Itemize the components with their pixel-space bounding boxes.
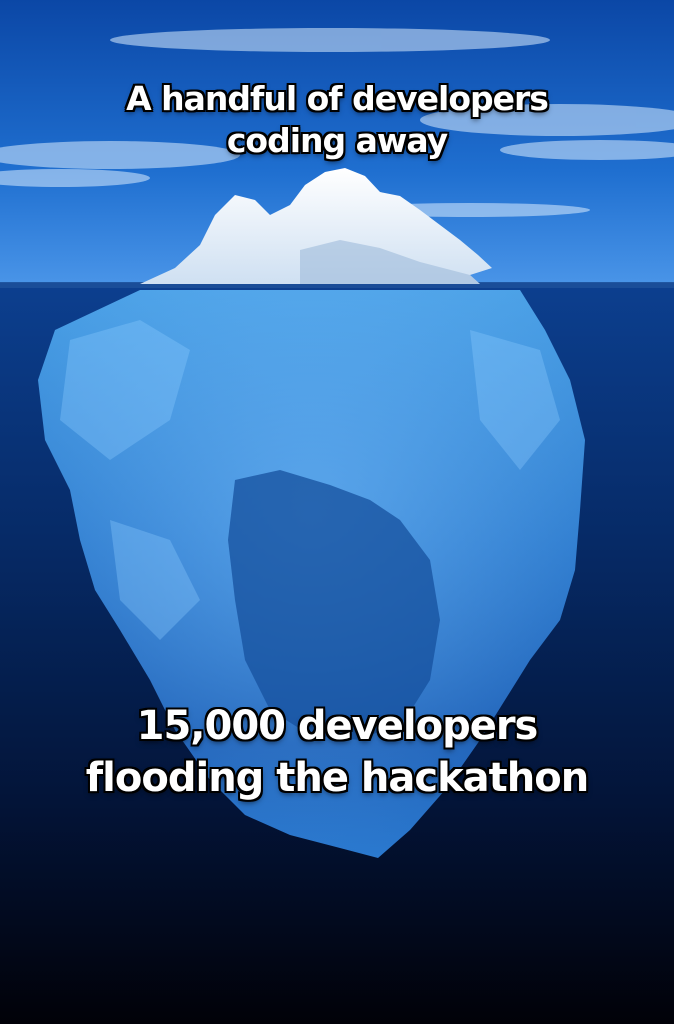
top-caption-line-1: A handful of developers	[0, 78, 674, 120]
bottom-caption-line-2: flooding the hackathon	[0, 752, 674, 804]
bottom-caption: 15,000 developers flooding the hackathon	[0, 700, 674, 804]
top-caption: A handful of developers coding away	[0, 78, 674, 162]
top-caption-line-2: coding away	[0, 120, 674, 162]
bottom-caption-line-1: 15,000 developers	[0, 700, 674, 752]
